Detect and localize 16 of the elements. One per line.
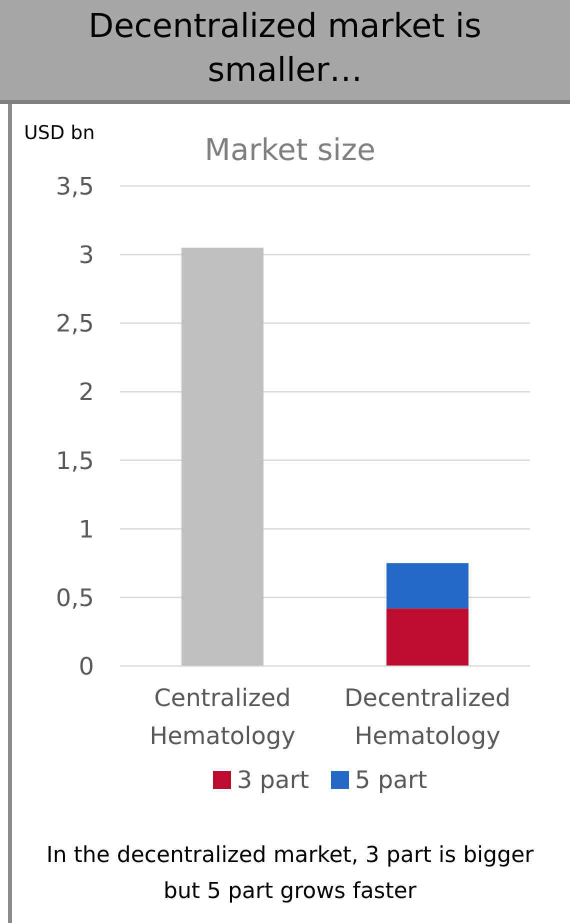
x-tick-label: Centralized Hematology: [150, 684, 296, 750]
y-tick-label: 1: [78, 515, 94, 544]
y-tick-label: 3,5: [56, 172, 94, 201]
y-tick-label: 3: [78, 241, 94, 270]
chart-subtitle: Market size: [204, 133, 376, 168]
x-tick-label: Decentralized Hematology: [344, 684, 511, 750]
y-tick-label: 0: [78, 652, 94, 681]
y-tick-label: 2: [78, 378, 94, 406]
legend-label: 3 part: [236, 766, 309, 794]
y-tick-label: 1,5: [56, 446, 94, 475]
y-tick-label: 2,5: [56, 310, 94, 338]
legend-label: 5 part: [354, 766, 428, 794]
text: In the decentralized market, 3 part is bigger but 5 part grows faster: [45, 842, 535, 906]
y-axis-title: USD bn: [24, 122, 95, 144]
chart-title: Decentralized market is smaller…: [87, 5, 483, 91]
y-tick-label: 0,5: [56, 584, 94, 612]
